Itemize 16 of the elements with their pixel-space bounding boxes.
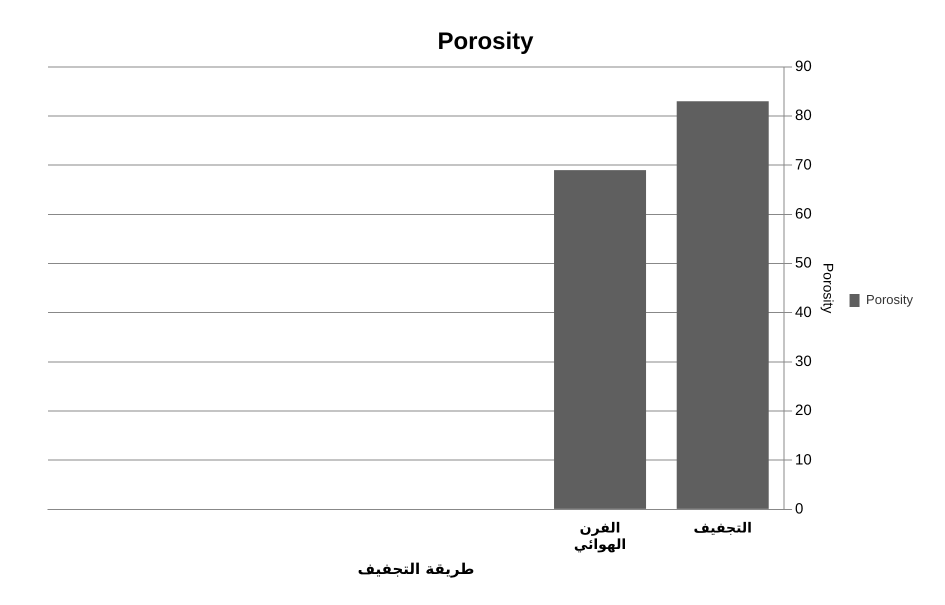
y-tick-label: 90	[795, 58, 812, 75]
y-tick-label: 50	[795, 254, 812, 272]
legend-label: Porosity	[866, 292, 914, 308]
chart-title: Porosity	[437, 28, 534, 56]
y-tick-label: 20	[795, 402, 812, 420]
y-tick-label: 40	[795, 304, 812, 321]
y-tick-label: 80	[795, 107, 812, 124]
y-tick-label: 30	[795, 353, 812, 370]
x-tick-label: الفرن الهوائي	[574, 520, 626, 554]
x-axis-title: طريقة التجفيف	[358, 560, 474, 578]
y-tick-label: 0	[795, 500, 804, 518]
y-tick-label: 60	[795, 205, 812, 222]
y-tick-label: 10	[795, 451, 812, 468]
y-axis-title: Porosity	[820, 262, 836, 314]
x-tick-label: التجفيف	[694, 520, 752, 536]
y-tick-label: 70	[795, 156, 812, 174]
